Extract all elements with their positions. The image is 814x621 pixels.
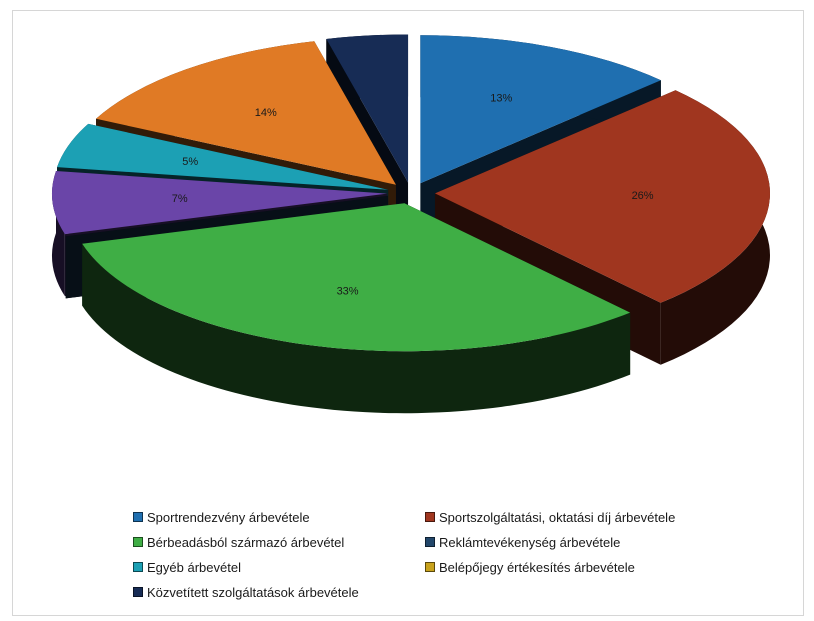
slice-value-label: 33% bbox=[337, 285, 359, 297]
legend-swatch bbox=[425, 537, 435, 547]
legend-label: Sportrendezvény árbevétele bbox=[147, 509, 310, 525]
legend-swatch bbox=[133, 512, 143, 522]
slice-value-label: 13% bbox=[490, 93, 512, 105]
legend-swatch bbox=[425, 512, 435, 522]
legend-label: Reklámtevékenység árbevétele bbox=[439, 534, 621, 550]
pie-slice bbox=[52, 170, 388, 235]
legend-swatch bbox=[425, 562, 435, 572]
legend: Sportrendezvény árbevétele Sportszolgált… bbox=[133, 509, 773, 600]
legend-item: Reklámtevékenység árbevétele bbox=[425, 534, 755, 550]
legend-label: Egyéb árbevétel bbox=[147, 559, 241, 575]
pie-chart: 13% 26% 33% 7% 5% 14% bbox=[52, 34, 770, 414]
legend-label: Közvetített szolgáltatások árbevétele bbox=[147, 584, 359, 600]
slice-value-label: 26% bbox=[632, 190, 654, 202]
legend-item: Sportrendezvény árbevétele bbox=[133, 509, 425, 525]
legend-label: Bérbeadásból származó árbevétel bbox=[147, 534, 345, 550]
legend-swatch bbox=[133, 537, 143, 547]
legend-item: Közvetített szolgáltatások árbevétele bbox=[133, 584, 425, 600]
pie-slice bbox=[82, 203, 631, 352]
legend-item: Egyéb árbevétel bbox=[133, 559, 425, 575]
slice-value-label: 5% bbox=[182, 156, 198, 168]
legend-label: Sportszolgáltatási, oktatási díj árbevét… bbox=[439, 509, 676, 525]
legend-label: Belépőjegy értékesítés árbevétele bbox=[439, 559, 635, 575]
legend-swatch bbox=[133, 587, 143, 597]
pie-slice bbox=[434, 90, 770, 303]
slice-value-label: 14% bbox=[255, 107, 277, 119]
chart-area: 13% 26% 33% 7% 5% 14% Sportrendezvény árbevét… bbox=[12, 10, 804, 616]
legend-swatch bbox=[133, 562, 143, 572]
legend-item: Sportszolgáltatási, oktatási díj árbevét… bbox=[425, 509, 755, 525]
legend-item: Bérbeadásból származó árbevétel bbox=[133, 534, 425, 550]
pie-slice bbox=[420, 35, 661, 184]
pie-slice-side bbox=[82, 243, 631, 414]
pie-slice bbox=[326, 34, 409, 183]
legend-item: Belépőjegy értékesítés árbevétele bbox=[425, 559, 755, 575]
pie-slice bbox=[96, 41, 396, 185]
slice-value-label: 7% bbox=[172, 193, 188, 205]
pie-slice bbox=[57, 123, 389, 190]
